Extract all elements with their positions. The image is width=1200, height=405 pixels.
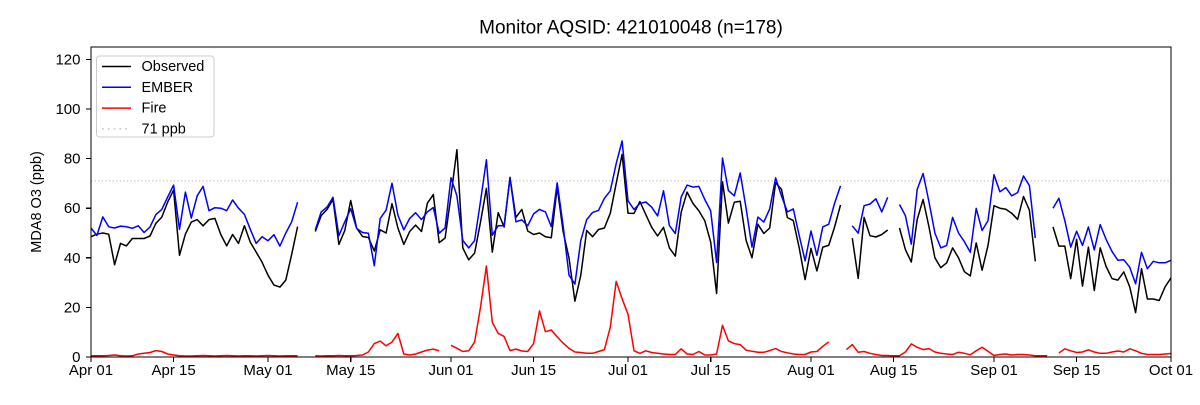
svg-text:MDA8 O3 (ppb): MDA8 O3 (ppb)	[29, 151, 45, 253]
svg-text:120: 120	[55, 51, 80, 68]
svg-text:Monitor AQSID: 421010048 (n=17: Monitor AQSID: 421010048 (n=178)	[479, 18, 783, 39]
svg-text:Sep 01: Sep 01	[970, 362, 1018, 379]
svg-text:100: 100	[55, 101, 80, 118]
svg-text:Fire: Fire	[142, 101, 167, 117]
svg-text:Jul 01: Jul 01	[608, 362, 648, 379]
svg-text:Apr 15: Apr 15	[151, 362, 195, 379]
svg-text:80: 80	[64, 151, 81, 168]
svg-text:Aug 01: Aug 01	[787, 362, 835, 379]
svg-text:Jul 15: Jul 15	[691, 362, 731, 379]
svg-text:Jun 01: Jun 01	[428, 362, 473, 379]
svg-text:20: 20	[64, 299, 81, 316]
svg-text:Jun 15: Jun 15	[511, 362, 556, 379]
svg-text:Apr 01: Apr 01	[69, 362, 113, 379]
svg-text:71 ppb: 71 ppb	[142, 121, 186, 137]
svg-text:Sep 15: Sep 15	[1053, 362, 1101, 379]
svg-text:Aug 15: Aug 15	[870, 362, 918, 379]
svg-text:Oct 01: Oct 01	[1149, 362, 1193, 379]
svg-text:60: 60	[64, 200, 81, 217]
svg-text:0: 0	[72, 349, 80, 366]
svg-text:May 01: May 01	[243, 362, 292, 379]
svg-text:40: 40	[64, 250, 81, 267]
svg-text:May 15: May 15	[326, 362, 375, 379]
svg-text:EMBER: EMBER	[142, 80, 194, 96]
svg-text:Observed: Observed	[142, 59, 205, 75]
